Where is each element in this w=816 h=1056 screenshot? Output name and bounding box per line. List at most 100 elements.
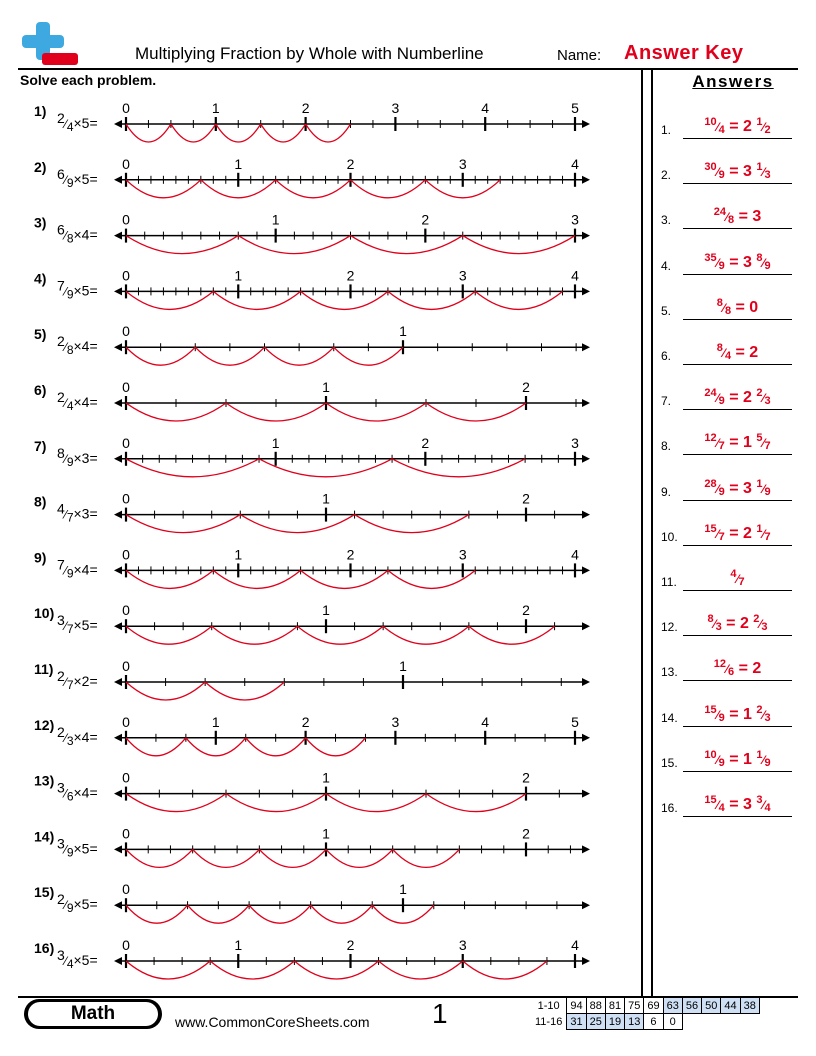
- tick-label: 2: [302, 100, 310, 116]
- tick-label: 1: [399, 881, 407, 897]
- jump-arc: [325, 402, 427, 422]
- jump-arc: [237, 235, 351, 255]
- problem-number: 7): [34, 438, 46, 454]
- tick-label: 2: [347, 156, 355, 172]
- tick-label: 1: [322, 825, 330, 841]
- tick-label: 2: [421, 435, 429, 451]
- answer-number: 10.: [661, 529, 678, 544]
- name-value: Answer Key: [624, 42, 744, 64]
- problem-expression: 6⁄9×5=: [57, 166, 98, 190]
- arrow-left-icon: [114, 175, 122, 184]
- answer-line: [683, 228, 792, 230]
- tick-label: 0: [122, 100, 130, 116]
- arrow-right-icon: [582, 231, 590, 240]
- tick-label: 3: [571, 435, 579, 451]
- tick-label: 1: [322, 379, 330, 395]
- tick-label: 3: [459, 546, 467, 562]
- tick-label: 0: [122, 602, 130, 618]
- jump-arc: [392, 848, 460, 869]
- divider-left: [641, 70, 643, 997]
- answer-value: 4⁄7: [730, 568, 745, 588]
- problem-expression: 7⁄9×5=: [57, 277, 98, 301]
- jump-arc: [245, 737, 307, 757]
- arrow-left-icon: [114, 231, 122, 240]
- tick-label: 4: [571, 546, 579, 562]
- jump-arc: [310, 904, 373, 924]
- tick-label: 1: [212, 714, 220, 730]
- problem-number: 14): [34, 828, 54, 844]
- tick-label: 2: [421, 212, 429, 228]
- arrow-right-icon: [582, 845, 590, 854]
- answer-value: 8⁄4 = 2: [716, 342, 759, 362]
- score-row: 1-10 94 88 81 75 69 63 56 50 44 38: [532, 997, 760, 1014]
- jump-arc: [300, 569, 389, 589]
- score-cell: 6: [643, 1013, 664, 1030]
- problem-expression: 3⁄7×5=: [57, 612, 98, 636]
- arrow-left-icon: [114, 399, 122, 407]
- answer-line: [683, 183, 792, 185]
- problem-number: 11): [34, 661, 53, 677]
- website-link[interactable]: www.CommonCoreSheets.com: [175, 1014, 370, 1030]
- jump-arc: [474, 290, 563, 310]
- answer-line: [683, 680, 792, 682]
- tick-label: 1: [322, 770, 330, 786]
- tick-label: 2: [522, 602, 530, 618]
- answer-line: [683, 364, 792, 365]
- jump-arc: [125, 681, 206, 701]
- arrow-left-icon: [114, 510, 122, 519]
- tick-label: 0: [122, 212, 130, 228]
- header-rule: [18, 68, 798, 70]
- jump-arc: [192, 848, 260, 869]
- problems-area: 1) 2⁄4×5=0 1 2 3 4 52) 6⁄9×5=0 1 2 3 43) 6⁄8×4=0 1 2 34…: [34, 100, 590, 980]
- problem-number: 1): [34, 103, 46, 119]
- answer-line: [683, 499, 792, 501]
- jump-arc: [194, 346, 265, 366]
- tick-label: 1: [322, 602, 330, 618]
- page-title: Multiplying Fraction by Whole with Numbe…: [135, 44, 484, 63]
- tick-label: 1: [234, 546, 242, 562]
- answer-number: 12.: [661, 620, 678, 635]
- problem-8: 8) 4⁄7×3= 0 1 2: [34, 491, 590, 534]
- tick-label: 0: [122, 267, 130, 283]
- tick-label: 2: [522, 825, 530, 841]
- answer-row: 14. 15⁄9 = 1 2⁄3: [661, 701, 792, 727]
- jump-arc: [125, 402, 227, 422]
- jump-arc: [125, 737, 187, 757]
- arrow-right-icon: [582, 175, 590, 184]
- problem-number: 2): [34, 159, 46, 175]
- answer-number: 2.: [661, 168, 672, 183]
- jump-arc: [170, 123, 217, 143]
- answer-row: 11. 4⁄7: [661, 565, 792, 591]
- answer-row: 16. 15⁄4 = 3 3⁄4: [661, 791, 792, 817]
- jump-arc: [354, 514, 470, 534]
- logo-plus-horizontal: [22, 35, 64, 48]
- arrow-right-icon: [582, 622, 590, 631]
- tick-label: 5: [571, 100, 579, 116]
- jump-arc: [462, 235, 576, 255]
- divider-right: [651, 70, 653, 997]
- tick-label: 3: [459, 937, 467, 953]
- jump-arc: [225, 402, 327, 422]
- answer-row: 6. 8⁄4 = 2: [661, 339, 792, 365]
- problem-expression: 2⁄9×5=: [57, 891, 98, 915]
- tick-label: 1: [272, 435, 280, 451]
- answer-row: 1. 10⁄4 = 2 1⁄2: [661, 113, 792, 139]
- arrow-right-icon: [582, 733, 590, 742]
- answer-value: 24⁄8 = 3: [713, 206, 762, 227]
- jump-arc: [204, 681, 285, 701]
- jump-arc: [215, 123, 262, 143]
- problem-10: 10) 3⁄7×5= 0 1 2: [34, 602, 590, 645]
- jump-arc: [305, 123, 352, 143]
- tick-label: 1: [322, 491, 330, 507]
- jump-arc: [371, 904, 435, 924]
- answer-value: 8⁄3 = 2 2⁄3: [707, 613, 768, 634]
- arrow-right-icon: [582, 510, 590, 519]
- answer-value: 10⁄9 = 1 1⁄9: [704, 748, 771, 769]
- problem-expression: 2⁄7×2=: [57, 668, 98, 692]
- tick-label: 0: [122, 156, 130, 172]
- arrow-right-icon: [582, 120, 590, 128]
- arrow-left-icon: [114, 789, 122, 798]
- tick-label: 2: [347, 937, 355, 953]
- answer-value: 24⁄9 = 2 2⁄3: [704, 387, 771, 408]
- jump-arc: [187, 904, 250, 924]
